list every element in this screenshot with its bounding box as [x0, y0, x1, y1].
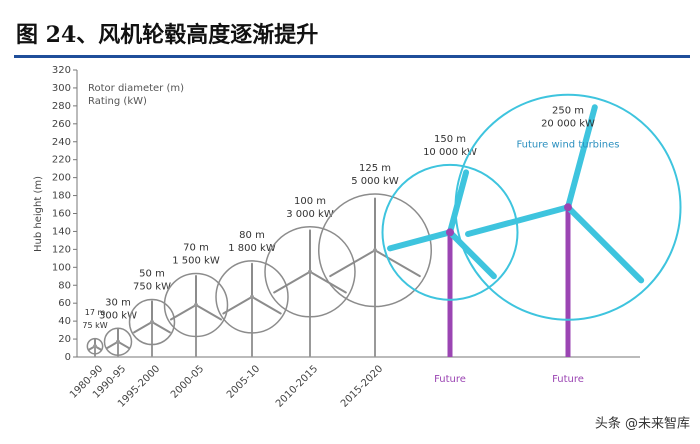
rotor-label: 150 m — [434, 134, 466, 145]
blade — [195, 303, 223, 321]
y-tick-label: 220 — [52, 155, 71, 166]
x-tick-label: Future — [434, 374, 466, 385]
legend-entry: Rotor diameter (m) — [88, 83, 184, 94]
rotor-label: 17 m — [85, 308, 106, 317]
rotor — [264, 226, 356, 318]
x-tick-label: 2000-05 — [169, 363, 206, 400]
blade — [133, 321, 153, 334]
y-tick-label: 200 — [52, 173, 71, 184]
blade — [106, 340, 119, 349]
watermark: 头条 @未来智库 — [595, 416, 690, 432]
x-tick-label: 2005-10 — [225, 363, 262, 400]
y-tick-label: 180 — [52, 191, 71, 202]
rotor-label: 30 m — [105, 297, 131, 308]
annotation: Future wind turbines — [516, 140, 619, 151]
rotor — [163, 272, 229, 338]
title-rule — [14, 55, 690, 58]
rating-label: 20 000 kW — [541, 119, 595, 130]
blade — [565, 104, 598, 211]
rating-label: 75 kW — [82, 321, 107, 330]
blade — [387, 229, 453, 252]
rating-label: 5 000 kW — [351, 176, 399, 187]
y-tick-label: 60 — [58, 298, 71, 309]
rating-label: 1 800 kW — [228, 243, 276, 254]
blade — [447, 169, 470, 236]
blade — [117, 340, 130, 349]
y-tick-label: 40 — [58, 316, 71, 327]
y-tick-label: 300 — [52, 83, 71, 94]
blade — [151, 321, 171, 334]
hub — [250, 294, 254, 299]
hub — [93, 344, 97, 349]
blade — [273, 270, 311, 294]
y-tick-label: 100 — [52, 262, 71, 273]
rating-label: 300 kW — [99, 310, 137, 321]
rating-label: 750 kW — [133, 282, 171, 293]
y-tick-label: 280 — [52, 101, 71, 112]
x-tick-label: 2010-2015 — [274, 363, 320, 409]
legend-entry: Rating (kW) — [88, 96, 147, 107]
rotor — [454, 93, 682, 321]
rating-label: 1 500 kW — [172, 255, 220, 266]
blade — [329, 249, 376, 278]
rotor-label: 100 m — [294, 196, 326, 207]
y-tick-label: 160 — [52, 209, 71, 220]
rotor-label: 80 m — [239, 230, 265, 241]
hub — [194, 302, 198, 307]
rotor — [128, 298, 176, 346]
y-tick-label: 320 — [52, 65, 71, 76]
y-tick-label: 80 — [58, 280, 71, 291]
chart-title: 图 24、风机轮毂高度逐渐提升 — [16, 22, 318, 48]
y-tick-label: 120 — [52, 244, 71, 255]
blade — [222, 295, 253, 315]
blade — [251, 295, 282, 315]
blade — [465, 204, 571, 238]
y-tick-label: 240 — [52, 137, 71, 148]
y-tick-label: 0 — [65, 352, 71, 363]
blade — [169, 303, 197, 321]
rotor — [215, 260, 289, 334]
hub — [373, 248, 377, 253]
blade — [565, 204, 645, 284]
x-tick-label: Future — [552, 374, 584, 385]
blade — [374, 249, 421, 278]
y-tick-label: 20 — [58, 334, 71, 345]
rotor-label: 250 m — [552, 106, 584, 117]
hub — [446, 228, 454, 237]
hub — [308, 269, 312, 274]
rotor-label: 70 m — [183, 242, 209, 253]
hub — [150, 320, 154, 325]
rotor-label: 125 m — [359, 163, 391, 174]
y-tick-label: 140 — [52, 226, 71, 237]
x-tick-label: 2015-2020 — [339, 363, 385, 409]
rotor — [381, 163, 519, 301]
hub — [116, 339, 120, 344]
rotor — [103, 327, 133, 357]
blade — [447, 229, 497, 280]
rating-label: 10 000 kW — [423, 147, 477, 158]
hub — [564, 203, 572, 212]
y-tick-label: 260 — [52, 119, 71, 130]
rotor-label: 50 m — [139, 269, 165, 280]
rotor — [318, 193, 432, 308]
rating-label: 3 000 kW — [286, 209, 334, 220]
y-axis-label: Hub height (m) — [33, 176, 44, 252]
